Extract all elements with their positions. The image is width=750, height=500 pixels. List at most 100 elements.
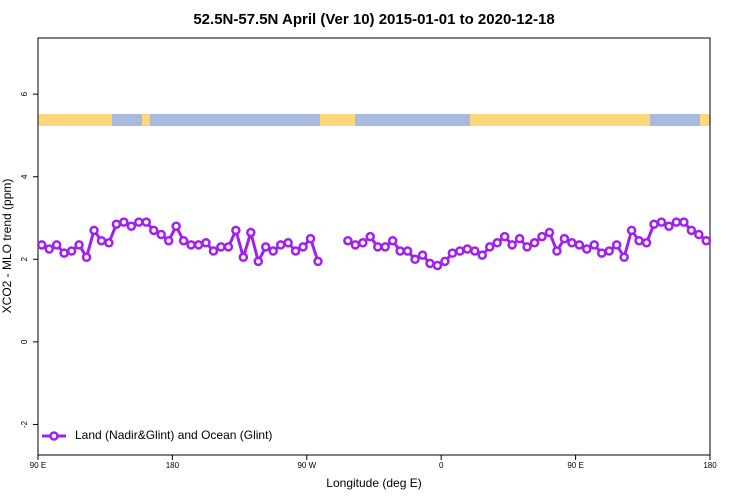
point [701,235,712,246]
point [51,240,62,250]
point [604,246,614,256]
point [455,246,465,256]
point [148,225,159,236]
y-tick-label: 4 [20,174,29,179]
point [477,250,488,260]
point [641,238,652,248]
point [36,240,47,250]
x-axis-label: Longitude (deg E) [326,476,421,490]
point [59,248,69,258]
point [552,246,562,256]
point [74,240,84,250]
x-tick-label: 90 W [297,461,316,470]
point [298,242,308,252]
point [119,217,129,227]
point [260,242,271,252]
point [470,246,480,256]
point [193,240,204,250]
point [358,238,368,248]
x-tick-label: 90 E [567,461,583,470]
point [544,227,555,238]
point [582,244,592,254]
point [626,225,637,236]
point [634,235,644,246]
x-tick-label: 0 [439,461,444,470]
point [507,240,517,250]
point [81,252,92,262]
point [425,258,435,269]
point [343,235,353,246]
point [253,256,264,267]
point [387,235,398,246]
point [679,217,689,227]
point [178,235,189,246]
point [134,217,144,227]
point [275,240,286,250]
point [111,219,122,229]
point [246,227,256,238]
point [372,242,383,252]
point [141,217,152,227]
point [201,238,211,248]
point [96,235,107,246]
series-line [41,220,708,268]
point [671,217,682,227]
point [522,242,532,252]
point [462,244,473,254]
point [529,238,540,248]
y-tick-label: 2 [20,257,29,262]
legend-label: Land (Nadir&Glint) and Ocean (Glint) [75,428,272,442]
point [104,238,114,248]
point [447,248,458,258]
x-tick-label: 90 E [30,461,46,470]
point [589,240,600,250]
point [417,250,428,260]
point [694,229,704,240]
point [380,242,390,252]
x-tick-label: 180 [166,461,180,470]
x-tick-label: 180 [703,461,717,470]
point [223,242,234,252]
point [656,217,667,227]
point [126,221,137,232]
point [186,240,196,250]
point [268,246,278,256]
point [156,229,166,240]
point [350,240,361,250]
point [290,246,301,256]
point [484,242,495,252]
point [44,244,54,254]
point [567,238,577,248]
map-strip [38,114,710,126]
point [216,242,226,252]
point [395,246,405,256]
point [305,233,316,244]
point [574,240,585,250]
y-tick-label: -2 [20,420,29,428]
point [492,238,502,248]
y-tick-label: 0 [20,339,29,344]
point [402,246,413,256]
point [231,225,241,236]
point [596,248,607,258]
point [163,235,174,246]
point [66,246,77,256]
point [440,256,450,267]
point [611,240,622,250]
point [559,233,570,244]
point [171,221,181,232]
point [432,260,443,271]
point [686,225,697,236]
point [499,231,510,242]
point [208,246,219,256]
point [365,231,376,242]
y-tick-label: 6 [20,91,29,96]
point [664,221,674,232]
point [238,252,249,262]
legend-marker [49,431,59,441]
point [410,254,420,265]
point [514,233,525,244]
y-axis-label: XCO2 - MLO trend (ppm) [0,179,14,314]
